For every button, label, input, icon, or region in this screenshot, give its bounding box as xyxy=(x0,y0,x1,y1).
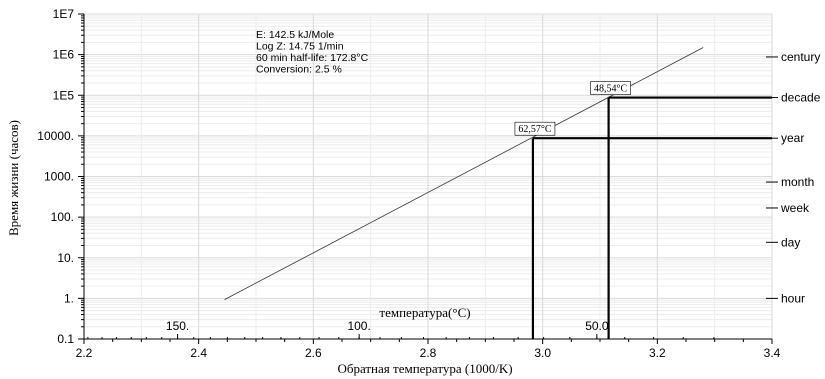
right-tick-label: month xyxy=(781,175,814,189)
temperature-tick-label: 50.0 xyxy=(585,319,609,333)
x-axis-label: Обратная температура (1000/K) xyxy=(337,361,512,376)
annotation-line: Conversion: 2.5 % xyxy=(256,64,342,76)
right-tick-label: year xyxy=(781,131,804,145)
y-tick-label: 1E5 xyxy=(53,88,75,102)
y-tick-label: 1000. xyxy=(44,170,74,184)
right-axis: hour day week month year decade century xyxy=(766,50,821,305)
annotation-line: 60 min half-life: 172.8°C xyxy=(256,52,369,64)
y-tick-label: 10000. xyxy=(37,129,74,143)
x-tick-label: 2.6 xyxy=(305,346,322,360)
temperature-axis: 150. 100. 50.0 xyxy=(87,319,715,339)
markers: 62,57°C 48,54°C xyxy=(514,81,772,339)
right-tick-label: century xyxy=(781,50,820,64)
y-tick-label: 0.1 xyxy=(57,332,74,346)
y-tick-label: 100. xyxy=(51,210,74,224)
marker-label: 48,54°C xyxy=(594,84,627,95)
annotation-line: E: 142.5 kJ/Mole xyxy=(256,29,334,41)
x-tick-label: 2.2 xyxy=(76,346,93,360)
right-tick-label: decade xyxy=(781,91,821,105)
y-tick-label: 1. xyxy=(64,291,74,305)
grid xyxy=(83,13,773,340)
marker-label-box: 48,54°C xyxy=(590,81,631,95)
y-axis-label: Время жизни (часов) xyxy=(6,120,21,236)
marker-label-box: 62,57°C xyxy=(514,121,556,136)
temperature-axis-title: температура(°C) xyxy=(379,305,470,320)
annotation-line: Log Z: 14.75 1/min xyxy=(256,41,344,53)
axes xyxy=(78,13,773,344)
right-tick-label: week xyxy=(780,201,810,215)
marker-label: 62,57°C xyxy=(518,124,551,135)
right-tick-label: day xyxy=(781,235,800,249)
x-tick-label: 3.0 xyxy=(534,346,551,360)
y-tick-label: 10. xyxy=(57,251,74,265)
x-tick-label: 3.4 xyxy=(764,346,781,360)
temperature-tick-label: 150. xyxy=(166,319,189,333)
y-tick-label: 1E6 xyxy=(53,48,75,62)
x-tick-label: 3.2 xyxy=(649,346,666,360)
y-tick-label: 1E7 xyxy=(53,7,75,21)
marker-label-frame xyxy=(590,81,631,95)
temperature-tick-label: 100. xyxy=(347,319,370,333)
x-tick-label: 2.4 xyxy=(190,346,207,360)
x-tick-labels: 2.2 2.4 2.6 2.8 3.0 3.2 3.4 xyxy=(76,346,781,360)
marker-label-frame xyxy=(514,121,556,136)
right-tick-label: hour xyxy=(781,291,805,305)
y-tick-labels: 0.1 1. 10. 100. 1000. 10000. 1E5 1E6 1E7 xyxy=(37,7,74,346)
x-tick-label: 2.8 xyxy=(420,346,437,360)
